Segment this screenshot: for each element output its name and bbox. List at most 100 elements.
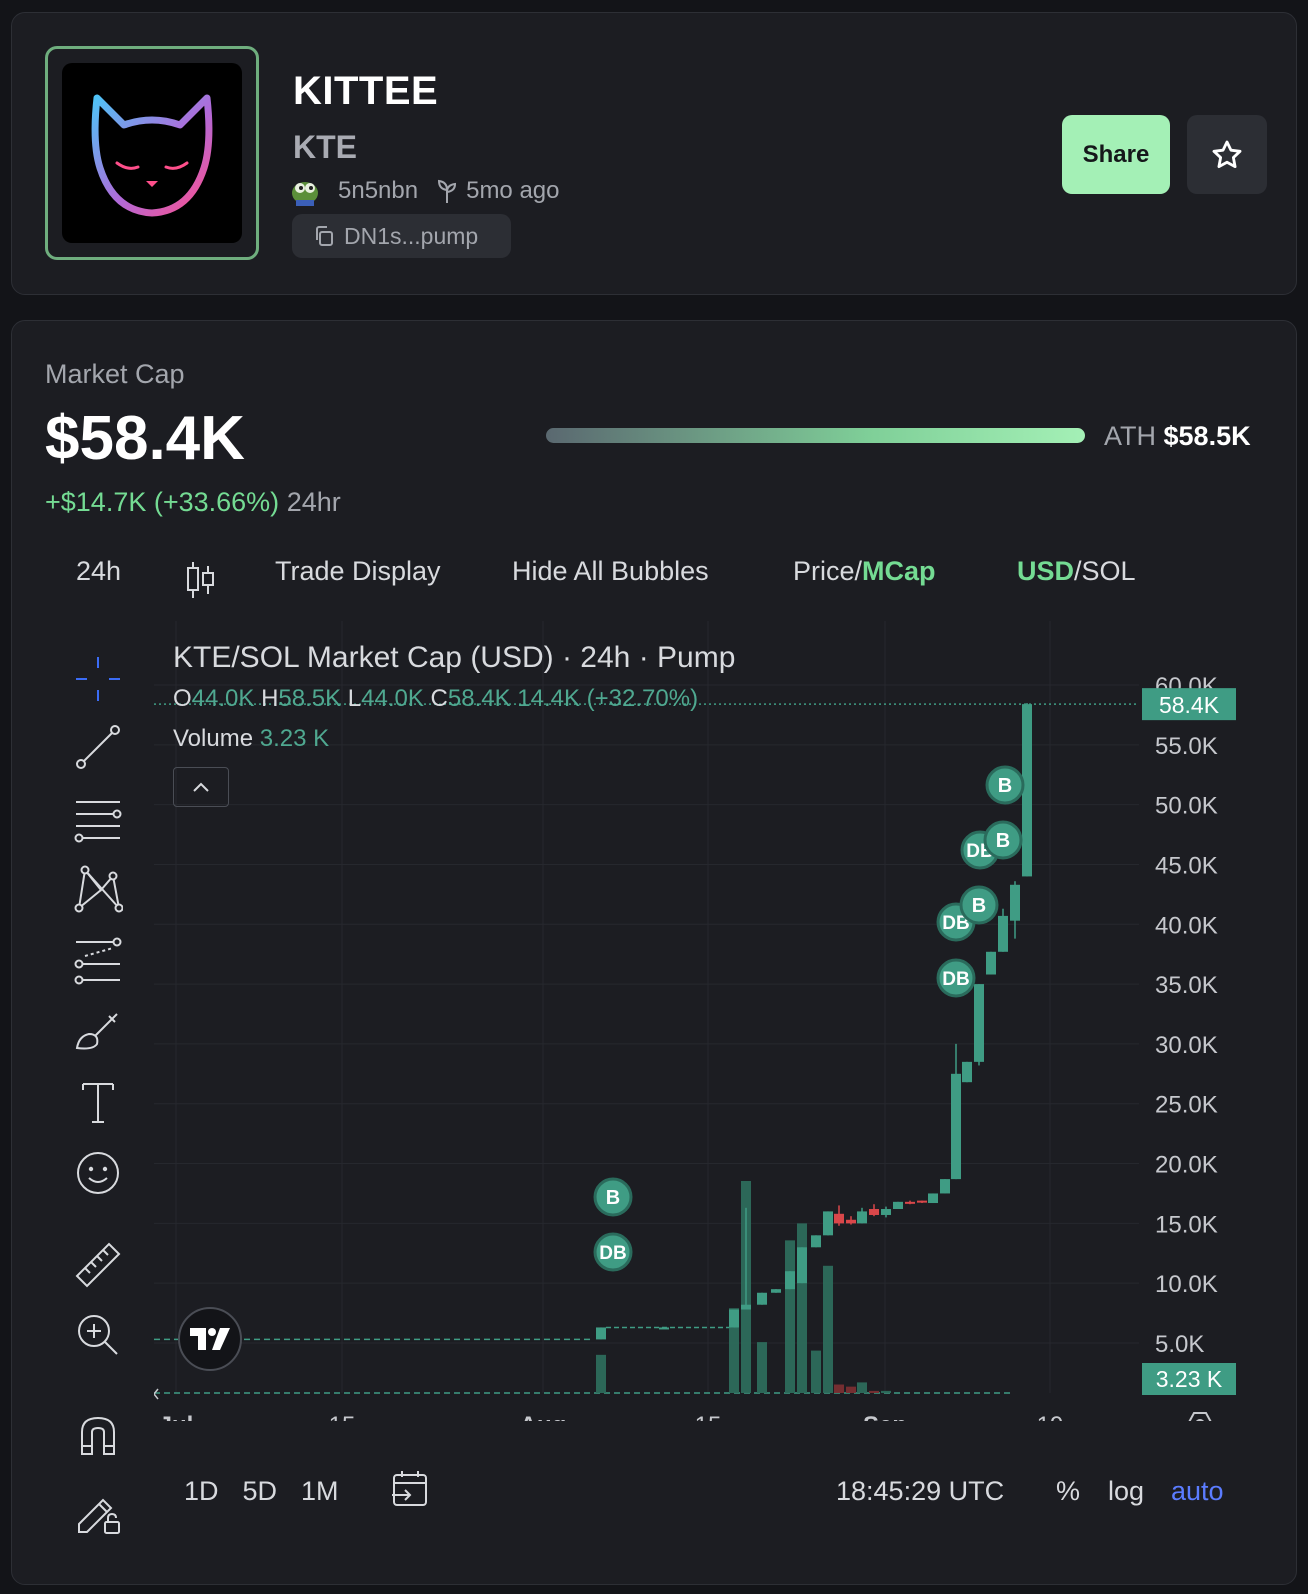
goto-date-icon[interactable] (390, 1469, 430, 1509)
trade-bubble (985, 765, 1025, 805)
last-volume-label: 3.23 K (1156, 1366, 1223, 1392)
pattern-icon (74, 865, 123, 913)
trade-bubble (593, 1177, 633, 1217)
tradingview-icon (190, 1328, 230, 1350)
volume-bar (785, 1240, 795, 1393)
volume-bar (823, 1265, 833, 1393)
magnet-tool[interactable] (66, 1405, 130, 1465)
lock-drawings-tool[interactable] (66, 1481, 130, 1541)
volume-label: Volume (173, 725, 254, 752)
utc-clock[interactable]: 18:45:29 UTC (836, 1475, 1005, 1506)
range-buttons: 1D 5D 1M (184, 1471, 339, 1511)
range-5d[interactable]: 5D (242, 1475, 278, 1506)
fib-tool[interactable] (66, 789, 130, 849)
candle-body (998, 915, 1008, 952)
star-icon (1212, 140, 1242, 168)
x-axis-tick-label: 15 (695, 1412, 722, 1421)
log-toggle[interactable]: log (1108, 1475, 1145, 1506)
candle-body (869, 1209, 879, 1215)
sprout-icon (438, 179, 457, 203)
favorite-button[interactable] (1187, 115, 1267, 194)
pattern-tool[interactable] (66, 859, 130, 919)
market-cap-card: Market Cap $58.4K +$14.7K (+33.66%) 24hr… (11, 320, 1297, 1585)
ruler-icon (75, 1242, 121, 1288)
trade-bubble-label: B (606, 1187, 620, 1209)
trade-bubble-label: DB (599, 1243, 626, 1264)
tradingview-logo[interactable] (178, 1307, 242, 1371)
trade-bubble-label: B (996, 830, 1010, 852)
range-1m[interactable]: 1M (301, 1475, 339, 1506)
creator-avatar-icon[interactable] (290, 176, 320, 206)
y-axis-tick-label: 35.0K (1155, 972, 1218, 999)
crosshair-icon (76, 657, 120, 701)
market-cap-chart[interactable]: 60.0K55.0K50.0K45.0K40.0K35.0K30.0K25.0K… (154, 621, 1254, 1421)
volume-legend: Volume 3.23 K (173, 725, 329, 753)
volume-value: 3.23 K (259, 725, 330, 752)
trade-bubble (983, 820, 1023, 860)
last-volume-badge (1142, 1363, 1236, 1395)
zoom-tool[interactable] (66, 1305, 130, 1365)
token-logo (45, 46, 259, 260)
candle-body (928, 1193, 938, 1204)
candle-body (659, 1327, 669, 1330)
trade-bubble (936, 958, 976, 998)
measure-tool[interactable] (66, 1235, 130, 1295)
ohlc-legend: O44.0K H58.5K L44.0K C58.4K 14.4K (+32.7… (173, 685, 698, 713)
trade-display-button[interactable]: Trade Display (275, 556, 441, 586)
brush-tool[interactable] (66, 1001, 130, 1061)
token-address: DN1s...pump (344, 222, 479, 249)
trend-line-tool[interactable] (66, 717, 130, 777)
auto-toggle[interactable]: auto (1171, 1475, 1224, 1506)
high-value: 58.5K (278, 685, 342, 712)
creator-row: 5n5nbn 5mo ago (290, 171, 560, 211)
low-value: 44.0K (361, 685, 424, 712)
candle-body (797, 1247, 807, 1284)
candle-body (986, 951, 996, 975)
y-axis-tick-label: 10.0K (1155, 1271, 1218, 1298)
ath-value: $58.5K (1163, 421, 1251, 451)
volume-bar (596, 1354, 606, 1393)
copy-address-chip[interactable]: DN1s...pump (292, 214, 511, 258)
y-axis-tick-label: 55.0K (1155, 733, 1218, 760)
candle-body (1010, 884, 1020, 921)
creator-name[interactable]: 5n5nbn (338, 177, 419, 204)
emoji-tool[interactable] (66, 1143, 130, 1203)
candle-body (857, 1211, 867, 1224)
trade-bubble-label: DB (942, 913, 969, 934)
collapse-legend-button[interactable] (173, 767, 229, 807)
zoom-in-icon (78, 1315, 118, 1355)
smiley-icon (77, 1152, 119, 1194)
open-value: 44.0K (191, 685, 255, 712)
candles-icon[interactable] (184, 560, 216, 600)
hide-bubbles-button[interactable]: Hide All Bubbles (512, 556, 709, 586)
last-price-badge (1142, 688, 1236, 721)
share-button[interactable]: Share (1062, 115, 1170, 194)
pencil-lock-icon (78, 1498, 120, 1534)
price-mcap-toggle[interactable]: Price/MCap (793, 556, 936, 587)
forecast-tool[interactable] (66, 931, 130, 991)
volume-bar (846, 1386, 856, 1393)
candle-body (811, 1235, 821, 1248)
percent-toggle[interactable]: % (1056, 1475, 1081, 1506)
price-option: Price/ (793, 556, 863, 586)
last-price-label: 58.4K (1159, 692, 1220, 718)
interval-select[interactable]: 24h (76, 556, 122, 586)
candle-body (951, 1073, 961, 1180)
y-axis-tick-label: 5.0K (1155, 1331, 1204, 1358)
change-value: +$14.7K (+33.66%) (45, 487, 280, 517)
volume-bar (857, 1382, 867, 1393)
crosshair-tool[interactable] (66, 649, 130, 709)
y-axis-tick-label: 45.0K (1155, 852, 1218, 879)
candle-body (905, 1201, 915, 1204)
scroll-left-icon (154, 1388, 159, 1400)
volume-bar (869, 1390, 879, 1393)
close-label: C (430, 685, 448, 712)
text-tool[interactable] (66, 1073, 130, 1133)
candle-body (893, 1201, 903, 1210)
candle-body (917, 1200, 927, 1203)
range-1d[interactable]: 1D (184, 1475, 219, 1506)
usd-sol-toggle[interactable]: USD/SOL (1017, 556, 1136, 587)
low-label: L (347, 685, 362, 712)
volume-bar (729, 1308, 739, 1393)
trade-bubble (593, 1232, 633, 1272)
